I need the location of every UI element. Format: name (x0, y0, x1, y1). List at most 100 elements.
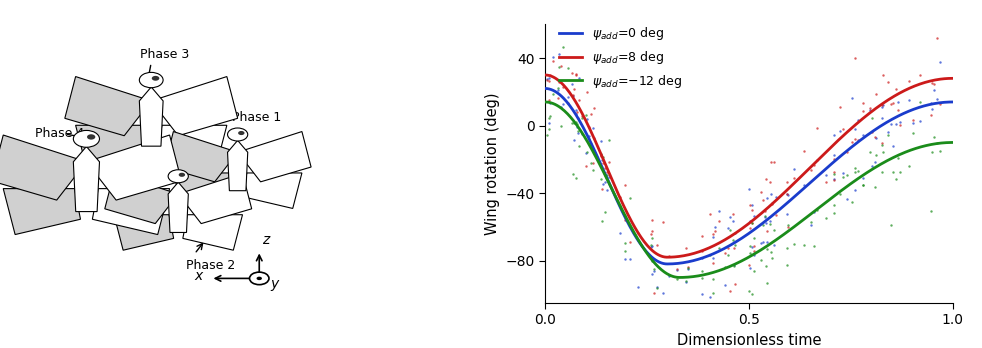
Point (694, 255, 710, 261)
Point (656, 220, 672, 225)
Point (555, 101, 571, 107)
Point (550, 85, 566, 90)
Point (555, 44, 571, 50)
Point (809, 125, 825, 131)
Point (728, 281, 743, 286)
Point (803, 223, 819, 228)
Point (571, 75, 586, 81)
Polygon shape (179, 173, 251, 223)
Point (755, 222, 771, 228)
Point (767, 159, 783, 165)
Point (744, 221, 760, 226)
Point (846, 165, 862, 170)
Point (571, 143, 586, 149)
Point (613, 194, 628, 200)
Point (644, 228, 660, 234)
Polygon shape (114, 215, 174, 250)
Circle shape (249, 272, 269, 285)
Point (656, 290, 672, 296)
Point (850, 117, 866, 122)
Point (623, 195, 638, 200)
Point (889, 87, 904, 92)
Point (571, 129, 586, 134)
Point (617, 240, 632, 245)
Point (855, 182, 871, 188)
Polygon shape (74, 147, 99, 212)
Point (597, 179, 613, 184)
Point (742, 225, 758, 231)
Point (764, 255, 780, 260)
Point (541, 126, 557, 132)
Point (550, 95, 566, 100)
Point (846, 187, 862, 192)
Point (585, 160, 601, 166)
Point (601, 159, 617, 164)
Y-axis label: Wing rotation (deg): Wing rotation (deg) (485, 92, 500, 235)
Point (924, 112, 940, 118)
Polygon shape (151, 77, 238, 136)
Point (780, 222, 795, 227)
Point (578, 89, 594, 95)
Point (850, 137, 866, 143)
Point (541, 78, 557, 84)
Point (827, 152, 843, 158)
Point (679, 279, 694, 284)
Point (642, 243, 658, 248)
Point (727, 245, 742, 251)
Point (694, 292, 710, 297)
Point (890, 108, 905, 113)
Point (742, 219, 758, 224)
Point (759, 239, 775, 245)
Point (746, 235, 762, 240)
Point (717, 265, 733, 270)
Point (844, 95, 859, 101)
Point (618, 213, 633, 219)
Point (883, 101, 899, 107)
Point (867, 185, 883, 190)
Point (826, 202, 842, 208)
Point (762, 218, 778, 223)
Polygon shape (92, 189, 170, 235)
Point (867, 134, 883, 140)
Point (780, 212, 795, 217)
Point (554, 104, 570, 110)
Point (880, 133, 896, 138)
Polygon shape (174, 173, 233, 208)
Circle shape (168, 170, 189, 183)
Point (832, 128, 847, 134)
Point (847, 169, 863, 175)
Point (680, 266, 695, 271)
Point (566, 120, 581, 126)
Point (809, 157, 825, 163)
Circle shape (179, 173, 186, 177)
Point (721, 226, 736, 231)
Point (855, 175, 871, 181)
Point (796, 243, 812, 248)
Point (924, 80, 940, 86)
Point (594, 218, 610, 224)
Point (759, 280, 775, 285)
Point (762, 221, 778, 227)
Point (926, 134, 942, 140)
Point (643, 218, 659, 223)
Polygon shape (168, 182, 189, 232)
Polygon shape (243, 173, 301, 208)
Point (573, 115, 589, 120)
Point (876, 150, 892, 155)
Circle shape (152, 76, 159, 81)
Point (753, 257, 769, 262)
Point (755, 239, 771, 245)
Point (827, 172, 843, 177)
Point (586, 135, 602, 141)
Point (630, 284, 646, 289)
Point (780, 245, 795, 251)
Point (593, 153, 609, 159)
Point (593, 164, 609, 170)
Point (763, 250, 779, 255)
Polygon shape (3, 189, 81, 235)
Point (570, 124, 585, 129)
Point (564, 121, 579, 126)
Point (573, 113, 589, 119)
Point (868, 135, 884, 141)
Point (705, 260, 721, 266)
